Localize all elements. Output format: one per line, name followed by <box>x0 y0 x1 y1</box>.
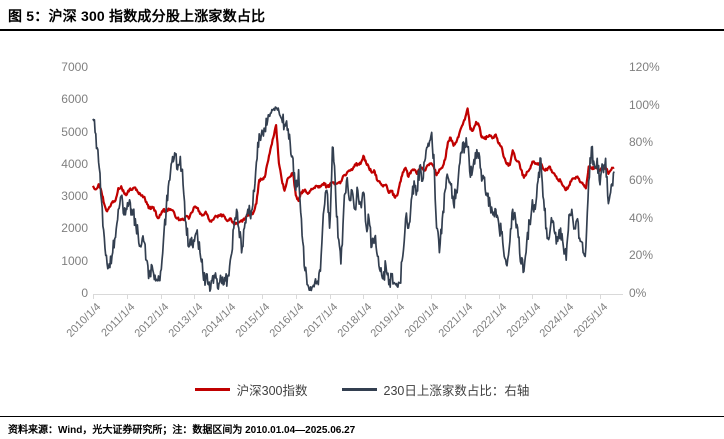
x-axis-tick <box>194 295 196 299</box>
x-axis-tick-label: 2023/1/4 <box>504 301 543 340</box>
figure-title: 图 5：沪深 300 指数成分股上涨家数占比 <box>8 8 266 24</box>
y-right-tick-label: 100% <box>629 97 660 112</box>
y-right-tick-label: 80% <box>629 135 654 150</box>
x-axis-tick <box>295 295 297 299</box>
x-axis-tick <box>566 295 568 299</box>
y-right-tick-label: 0% <box>629 286 647 300</box>
pct-line-series <box>92 106 615 292</box>
x-axis-tick-label: 2019/1/4 <box>368 301 408 340</box>
x-axis-tick-label: 2014/1/4 <box>199 301 239 340</box>
y-left-tick-label: 3000 <box>61 189 88 204</box>
x-axis-tick <box>126 295 128 299</box>
x-axis-tick <box>397 295 399 299</box>
y-right-tick-label: 40% <box>629 210 654 225</box>
source-note: 资料来源：Wind，光大证券研究所；注：数据区间为 2010.01.04—202… <box>8 425 356 436</box>
x-axis-tick-label: 2012/1/4 <box>132 301 172 340</box>
legend: 沪深300指数 230日上涨家数占比：右轴 <box>0 380 724 399</box>
x-axis-tick <box>498 295 500 299</box>
y-left-tick-label: 7000 <box>61 60 88 74</box>
x-axis-tick <box>329 295 331 299</box>
x-axis-tick-label: 2025/1/4 <box>571 301 611 340</box>
csi300-line-swatch <box>194 388 230 391</box>
legend-item-pct: 230日上涨家数占比：右轴 <box>341 380 530 399</box>
x-axis-tick <box>363 295 365 299</box>
x-axis-tick-label: 2021/1/4 <box>436 301 476 340</box>
x-axis-tick-label: 2020/1/4 <box>402 301 442 340</box>
pct-legend-label: 230日上涨家数占比：右轴 <box>383 384 530 398</box>
chart-plot-area <box>91 106 615 292</box>
x-axis-tick <box>228 295 230 299</box>
x-axis-tick-label: 2016/1/4 <box>267 301 307 340</box>
x-axis-tick-label: 2017/1/4 <box>301 301 341 340</box>
title-divider <box>0 29 724 31</box>
y-left-tick-label: 6000 <box>61 92 88 107</box>
x-axis-tick-label: 2018/1/4 <box>335 301 374 340</box>
y-left-tick-label: 4000 <box>61 156 88 171</box>
x-axis-tick <box>532 295 534 299</box>
x-axis-tick-label: 2015/1/4 <box>233 301 273 340</box>
y-left-tick-label: 2000 <box>61 221 88 236</box>
x-axis-tick-label: 2013/1/4 <box>166 301 205 340</box>
x-axis-tick-label: 2024/1/4 <box>537 301 577 340</box>
y-left-tick-label: 5000 <box>61 124 88 139</box>
y-left-tick-label: 1000 <box>61 253 88 268</box>
y-right-tick-label: 60% <box>629 173 654 187</box>
x-axis-tick-label: 2011/1/4 <box>99 301 138 340</box>
x-axis-tick <box>600 295 601 299</box>
legend-item-csi300: 沪深300指数 <box>194 380 308 399</box>
x-axis-tick <box>431 295 432 299</box>
x-axis-tick <box>464 295 466 299</box>
x-axis-line <box>93 294 623 295</box>
csi300-line-series <box>91 107 615 226</box>
csi300-legend-label: 沪深300指数 <box>236 384 308 398</box>
y-left-tick-label: 0 <box>81 286 88 300</box>
y-right-tick-label: 20% <box>629 248 654 263</box>
x-axis-tick-label: 2022/1/4 <box>470 301 510 340</box>
pct-line-swatch <box>341 388 377 391</box>
x-axis-tick-label: 2010/1/4 <box>64 301 104 340</box>
footer-divider <box>0 416 724 417</box>
y-right-tick-label: 120% <box>629 60 660 74</box>
x-axis-tick <box>160 295 162 299</box>
x-axis-tick <box>262 295 263 299</box>
x-axis-tick <box>93 295 94 299</box>
